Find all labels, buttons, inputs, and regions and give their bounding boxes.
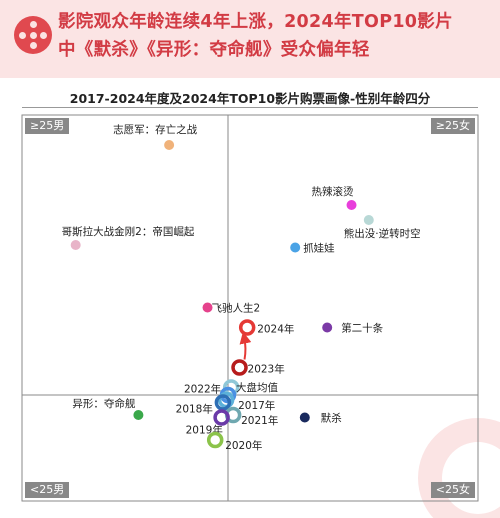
quadrant-label-top-left: ≥25男 bbox=[25, 118, 70, 134]
point-label: 2021年 bbox=[241, 414, 278, 427]
data-point bbox=[214, 394, 232, 411]
point-label: 2023年 bbox=[248, 363, 285, 376]
watermark-decoration bbox=[418, 418, 500, 518]
point-label: 熊出没·逆转时空 bbox=[344, 227, 421, 240]
point-label: 哥斯拉大战金刚2：帝国崛起 bbox=[62, 225, 195, 238]
point-label: 2020年 bbox=[225, 439, 262, 452]
quadrant-label-top-right: ≥25女 bbox=[430, 118, 475, 134]
data-point bbox=[299, 412, 310, 423]
point-label: 2017年 bbox=[238, 399, 275, 412]
point-label: 异形：夺命舰 bbox=[72, 397, 135, 410]
quadrant-label-bottom-right: <25女 bbox=[430, 482, 475, 498]
data-point bbox=[231, 359, 248, 376]
point-label: 第二十条 bbox=[341, 322, 383, 335]
point-label: 大盘均值 bbox=[236, 381, 278, 394]
headline-line-2: 中《默杀》《异形：夺命舰》受众偏年轻 bbox=[58, 40, 370, 60]
data-point bbox=[202, 302, 213, 313]
data-point bbox=[70, 240, 81, 250]
header-banner: 影院观众年龄连续4年上涨，2024年TOP10影片 中《默杀》《异形：夺命舰》受… bbox=[0, 0, 500, 78]
quadrant-label-bottom-left: <25男 bbox=[25, 482, 70, 498]
point-label: 2024年 bbox=[257, 323, 294, 336]
point-label: 2022年 bbox=[184, 383, 221, 396]
headline-line-1: 影院观众年龄连续4年上涨，2024年TOP10影片 bbox=[58, 12, 453, 32]
point-label: 2018年 bbox=[176, 403, 213, 416]
plot-frame bbox=[21, 114, 479, 502]
point-label: 飞驰人生2 bbox=[212, 302, 261, 315]
data-point bbox=[206, 431, 224, 449]
title-divider bbox=[22, 107, 478, 108]
data-point bbox=[213, 409, 230, 426]
data-point bbox=[238, 319, 256, 336]
trend-arrow bbox=[239, 331, 252, 360]
point-label: 默杀 bbox=[321, 412, 342, 425]
data-point bbox=[346, 200, 357, 210]
point-label: 志愿军：存亡之战 bbox=[113, 123, 197, 136]
chart-title: 2017-2024年度及2024年TOP10影片购票画像-性别年龄四分 bbox=[69, 91, 431, 106]
point-label: 抓娃娃 bbox=[303, 242, 335, 255]
headline: 影院观众年龄连续4年上涨，2024年TOP10影片 中《默杀》《异形：夺命舰》受… bbox=[58, 8, 494, 64]
data-point bbox=[290, 242, 301, 253]
point-label: 热辣滚烫 bbox=[312, 185, 354, 198]
film-reel-icon bbox=[14, 16, 52, 54]
data-point bbox=[133, 410, 144, 420]
data-point bbox=[164, 140, 175, 150]
data-point bbox=[363, 215, 374, 225]
data-point bbox=[322, 322, 333, 333]
